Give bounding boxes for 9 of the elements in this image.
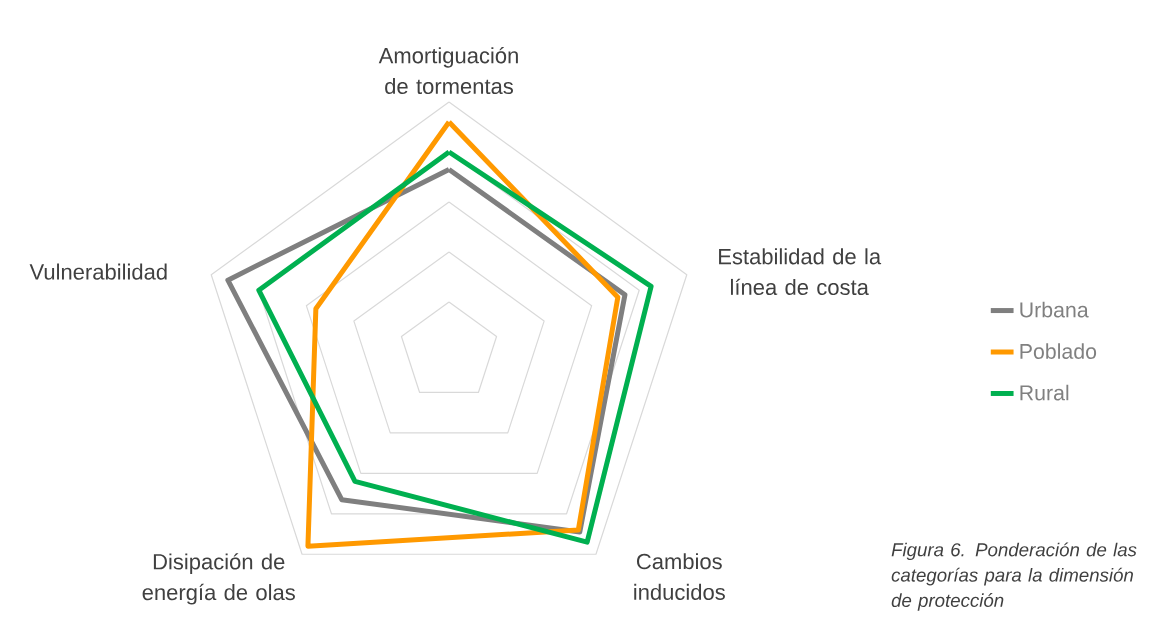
- legend-label: Rural: [1020, 384, 1069, 401]
- spoke-label: Disipación de energía de olas: [142, 553, 295, 605]
- spoke-label: Amortiguación de tormentas: [378, 46, 518, 95]
- text: Figura 6. Ponderación de las categorías para la dimensión de protección: [891, 542, 1137, 611]
- spoke-label: Vulnerabilidad: [29, 263, 167, 280]
- spoke-label: Cambios inducidos: [634, 553, 725, 600]
- spoke-label: Estabilidad de la línea de costa: [719, 248, 882, 296]
- legend-label: Urbana: [1020, 301, 1089, 318]
- legend-label: Poblado: [1020, 343, 1097, 359]
